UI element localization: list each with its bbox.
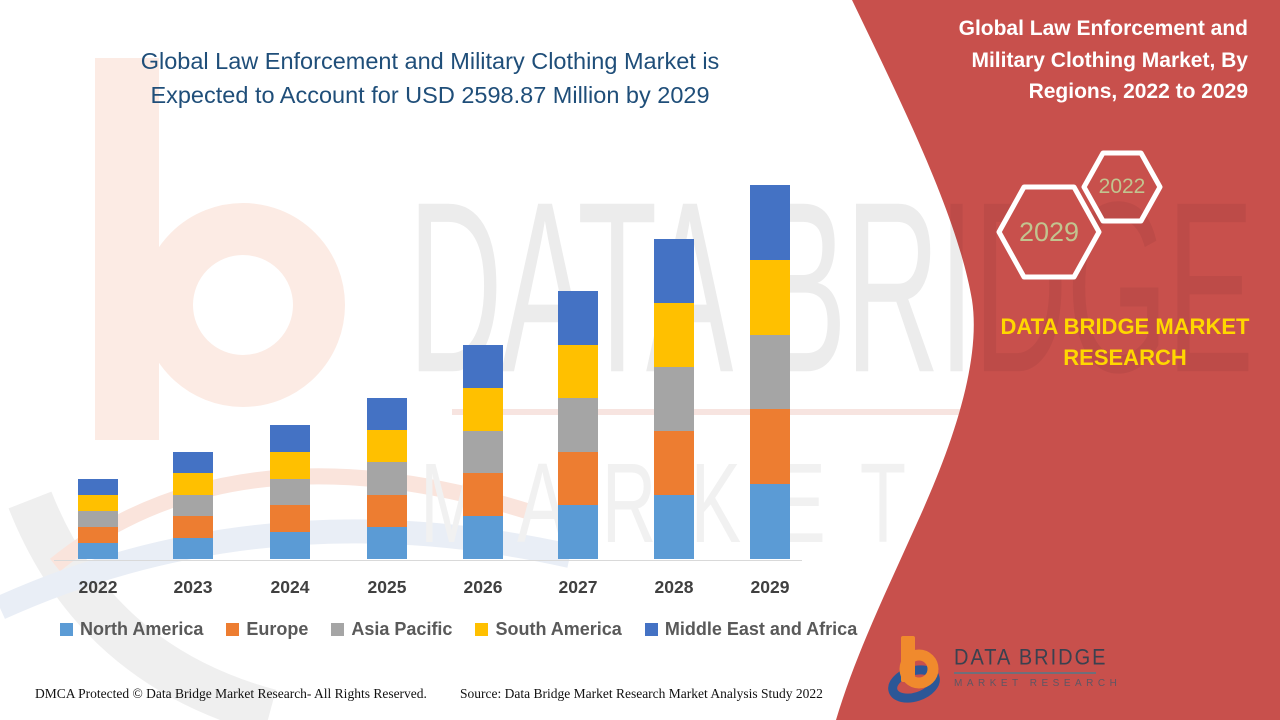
footer-dmca: DMCA Protected © Data Bridge Market Rese… [35,686,427,701]
legend-swatch-icon [226,623,240,636]
bar-2027 [558,291,598,559]
bar-segment [750,334,790,410]
footer-source: Source: Data Bridge Market Research Mark… [460,686,823,701]
legend-label: Europe [246,619,309,639]
bar-segment [367,526,407,559]
bar-2029 [750,185,790,559]
legend-item: North America [60,619,203,640]
bar-segment [463,430,503,474]
data-bridge-logo-icon [888,634,950,708]
bar-segment [558,291,598,345]
legend-swatch-icon [60,623,73,636]
legend-swatch-icon [644,623,658,636]
legend-item: Middle East and Africa [644,619,858,640]
bar-segment [463,516,503,559]
bar-segment [78,511,118,527]
bar-segment [750,185,790,260]
red-panel-title-line2: Military Clothing Market, By [971,48,1248,72]
x-axis-label-2024: 2024 [270,577,310,597]
bar-segment [654,303,694,367]
bar-segment [367,398,407,431]
bar-segment [270,478,310,506]
legend-item: South America [475,619,622,640]
red-panel-title-line3: Regions, 2022 to 2029 [1028,80,1248,103]
bar-segment [78,479,118,495]
bar-segment [558,398,598,452]
legend: North America Europe Asia Pacific South Ame… [60,619,857,640]
hexagon-2022-label: 2022 [1098,175,1146,198]
x-axis-label-2022: 2022 [78,577,118,597]
bar-segment [173,516,213,538]
brand-text-line1: DATA BRIDGE MARKET [1000,314,1250,339]
x-axis-label-2029: 2029 [750,577,790,597]
bar-segment [173,452,213,474]
bar-segment [270,505,310,533]
page-title-line1: Global Law Enforcement and Military Clot… [140,48,720,74]
x-axis-label-2023: 2023 [173,577,213,597]
bar-segment [558,505,598,559]
bar-segment [750,409,790,485]
brand-text: DATA BRIDGE MARKET RESEARCH [985,311,1265,373]
bar-segment [750,484,790,559]
bar-segment [367,430,407,463]
x-axis-label-2026: 2026 [463,577,503,597]
bar-segment [654,239,694,303]
bar-segment [558,451,598,506]
legend-label: Middle East and Africa [664,619,858,639]
bar-segment [463,473,503,517]
x-axis-label-2028: 2028 [654,577,694,597]
x-axis-label-2027: 2027 [558,577,598,597]
bar-2022 [78,479,118,559]
hexagons-icon [990,145,1180,287]
bar-2025 [367,398,407,559]
page-title: Global Law Enforcement and Military Clot… [60,44,800,112]
bar-segment [270,532,310,559]
b-watermark-icon [95,58,345,440]
bar-segment [750,259,790,335]
bar-2028 [654,239,694,559]
legend-label: Asia Pacific [351,619,453,639]
bar-segment [173,473,213,495]
logo-sub: MARKET RESEARCH [954,678,1122,689]
bar-2026 [463,345,503,559]
legend-label: North America [80,619,204,639]
x-axis-label-2025: 2025 [367,577,407,597]
bar-segment [78,527,118,543]
legend-swatch-icon [331,623,345,636]
bar-2024 [270,425,310,559]
hexagon-2029-label: 2029 [1018,217,1080,247]
page-title-line2: Expected to Account for USD 2598.87 Mill… [150,82,710,108]
bar-segment [270,425,310,452]
red-panel-title: Global Law Enforcement and Military Clot… [908,13,1248,108]
brand-text-line2: RESEARCH [1063,345,1187,370]
legend-swatch-icon [475,623,489,636]
bar-segment [78,543,118,559]
bar-segment [558,344,598,399]
bar-segment [173,494,213,517]
hexagon-2022-icon [1084,153,1160,221]
x-axis-line [54,560,802,561]
bar-segment [173,537,213,559]
bar-segment [463,387,503,431]
red-panel-title-line1: Global Law Enforcement and [958,17,1248,40]
bar-segment [463,345,503,388]
bar-segment [654,431,694,495]
bar-segment [654,367,694,431]
legend-item: Europe [226,619,308,640]
bar-segment [270,451,310,479]
bar-segment [78,495,118,511]
bar-segment [654,495,694,559]
data-bridge-logo: DATA BRIDGE MARKET RESEARCH [888,634,1168,714]
legend-label: South America [495,619,622,639]
logo-underline-icon [954,672,1096,674]
bar-2023 [173,452,213,559]
hexagon-2029-icon [999,187,1099,277]
legend-item: Asia Pacific [331,619,452,640]
bar-segment [367,462,407,495]
logo-name: DATA BRIDGE [954,646,1108,671]
bar-segment [367,494,407,527]
